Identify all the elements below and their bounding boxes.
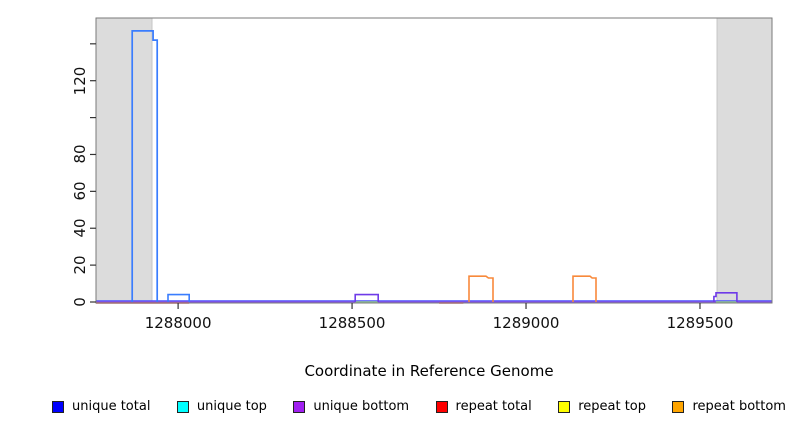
- legend-label: unique bottom: [313, 399, 410, 414]
- legend-label: repeat top: [578, 399, 646, 414]
- legend-swatch-icon: [52, 400, 64, 413]
- y-tick-label: 60: [71, 181, 89, 201]
- y-tick-label: 40: [71, 218, 89, 238]
- legend-swatch-icon: [435, 400, 448, 413]
- legend-item-repeat-top: repeat top: [558, 399, 646, 414]
- legend-label: repeat bottom: [692, 399, 786, 414]
- legend-item-unique-top: unique top: [176, 399, 267, 414]
- legend-swatch-icon: [293, 400, 306, 413]
- unique-total-peak: [131, 30, 159, 302]
- y-tick-label: 80: [71, 144, 89, 164]
- legend-item-repeat-total: repeat total: [435, 399, 532, 414]
- legend-swatch-icon: [558, 400, 571, 413]
- y-tick-label: 0: [71, 297, 89, 307]
- peak-region-right: [716, 17, 773, 304]
- x-tick-label: 1289500: [666, 314, 734, 332]
- repeat-bottom-bump-1: [468, 275, 494, 302]
- legend-swatch-icon: [176, 400, 189, 413]
- unique-top-bump: [167, 293, 190, 302]
- legend: unique total unique top unique bottom repea…: [52, 399, 786, 414]
- plot-box: [95, 17, 773, 304]
- legend-item-unique-bottom: unique bottom: [293, 399, 409, 414]
- legend-item-repeat-bottom: repeat bottom: [672, 399, 786, 414]
- x-axis-title: Coordinate in Reference Genome: [304, 362, 554, 380]
- y-tick-label: 20: [71, 255, 89, 275]
- unique-bottom-bump-1: [354, 293, 379, 302]
- x-tick-label: 1288500: [318, 314, 386, 332]
- legend-swatch-icon: [672, 400, 685, 413]
- legend-label: unique top: [196, 399, 267, 414]
- legend-label: repeat total: [455, 399, 532, 414]
- legend-item-unique-total: unique total: [52, 399, 150, 414]
- peak-region-left: [95, 17, 153, 304]
- legend-label: unique total: [72, 399, 151, 414]
- x-tick-label: 1288000: [144, 314, 212, 332]
- unique-bottom-bump-2: [713, 292, 738, 302]
- x-tick-label: 1289000: [492, 314, 560, 332]
- y-tick-label: 120: [71, 66, 89, 96]
- repeat-bottom-bump-2: [572, 275, 597, 302]
